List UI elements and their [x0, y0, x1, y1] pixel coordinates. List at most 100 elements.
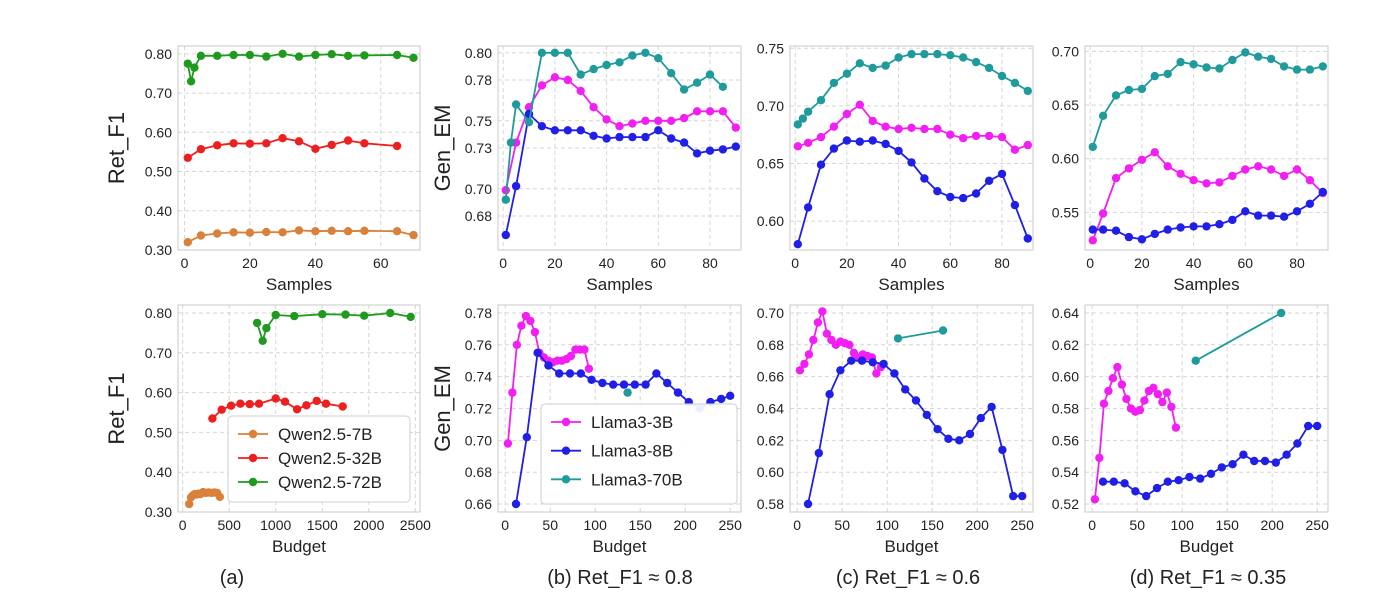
data-point — [587, 375, 596, 384]
data-point — [1099, 399, 1109, 408]
data-point — [1279, 212, 1289, 221]
data-point — [803, 499, 813, 509]
data-point — [1250, 456, 1259, 466]
data-point — [1189, 60, 1198, 69]
data-point — [252, 318, 262, 328]
data-point — [641, 380, 650, 389]
data-point — [550, 126, 560, 135]
panel-c-bot: 0 50 100 150 200 250 0.58 0.60 0.62 0.64 0.66 0.68 0… — [757, 304, 1034, 556]
data-point — [576, 369, 585, 378]
data-point — [1305, 199, 1315, 208]
data-point — [679, 85, 689, 94]
series-llama3-70b — [501, 48, 728, 204]
data-point — [563, 75, 572, 85]
data-point — [971, 57, 981, 67]
data-point — [576, 86, 585, 96]
data-point — [705, 146, 715, 155]
data-point — [1122, 394, 1131, 404]
data-point — [825, 390, 834, 399]
data-point — [196, 145, 206, 154]
data-point — [615, 132, 624, 142]
data-point — [816, 160, 826, 169]
data-point — [1185, 472, 1194, 482]
data-point — [1266, 54, 1276, 64]
data-point — [1277, 308, 1286, 318]
data-point — [944, 434, 953, 443]
data-point — [406, 312, 415, 322]
data-point — [1254, 162, 1263, 171]
data-point — [847, 356, 856, 365]
data-point — [1088, 225, 1098, 234]
data-point — [1228, 215, 1237, 225]
data-point — [530, 327, 540, 337]
data-point — [628, 51, 637, 60]
data-point — [1090, 495, 1100, 504]
data-point — [360, 51, 369, 60]
data-point — [392, 141, 402, 151]
data-point — [183, 153, 192, 162]
data-point — [196, 231, 206, 240]
data-point — [987, 402, 996, 412]
data-point — [392, 227, 402, 236]
series-llama3-8b — [501, 109, 740, 240]
data-point — [1088, 142, 1098, 152]
data-point — [1239, 450, 1248, 459]
data-point — [933, 49, 942, 59]
data-point — [360, 311, 369, 320]
series-line — [186, 52, 414, 82]
y-tick-label: 0.68 — [757, 337, 784, 353]
x-axis-label: Budget — [885, 537, 939, 556]
y-tick-label: 0.60 — [757, 213, 784, 229]
data-point — [959, 134, 968, 143]
x-tick-label: 20 — [1134, 255, 1150, 271]
data-point — [217, 405, 226, 414]
data-point — [879, 359, 888, 369]
data-point — [705, 107, 715, 116]
data-point — [563, 48, 572, 57]
series-llama3-8b — [793, 136, 1032, 249]
data-point — [907, 49, 916, 59]
data-point — [506, 138, 516, 147]
data-point — [213, 141, 222, 150]
data-point — [183, 238, 192, 247]
data-point — [1111, 91, 1121, 100]
data-point — [602, 134, 611, 143]
data-point — [1142, 491, 1151, 501]
data-point — [327, 140, 336, 150]
data-point — [803, 138, 813, 147]
data-point — [1292, 165, 1302, 174]
y-tick-label: 0.60 — [1052, 369, 1079, 385]
data-point — [997, 169, 1007, 179]
data-point — [1171, 423, 1181, 432]
data-point — [641, 48, 650, 57]
x-tick-label: 500 — [218, 517, 242, 533]
data-point — [537, 81, 547, 90]
x-tick-label: 0 — [793, 517, 801, 533]
data-point — [667, 69, 676, 78]
x-tick-label: 0 — [179, 517, 187, 533]
data-point — [512, 340, 522, 349]
data-point — [245, 399, 254, 409]
data-point — [813, 318, 823, 327]
data-point — [409, 53, 418, 62]
data-point — [911, 396, 921, 405]
plot-frame — [177, 304, 421, 513]
panel-a-top: 0 20 40 60 0.30 0.40 0.50 0.60 0.70 0.80 Samples Re… — [104, 45, 421, 294]
data-point — [1018, 491, 1027, 501]
data-point — [654, 54, 663, 63]
data-point — [1305, 65, 1315, 74]
y-tick-label: 0.65 — [1052, 97, 1079, 113]
x-tick-label: 1500 — [307, 517, 338, 533]
series-qwen2-5-7b — [183, 226, 418, 247]
data-point — [258, 336, 267, 345]
x-tick-label: 2000 — [353, 517, 384, 533]
y-tick-label: 0.74 — [465, 369, 492, 385]
data-point — [894, 146, 903, 156]
data-point — [208, 414, 217, 423]
data-point — [1282, 450, 1291, 459]
data-point — [190, 63, 199, 72]
data-point — [186, 77, 196, 86]
data-point — [278, 228, 287, 237]
data-point — [501, 230, 510, 240]
data-point — [868, 63, 877, 73]
